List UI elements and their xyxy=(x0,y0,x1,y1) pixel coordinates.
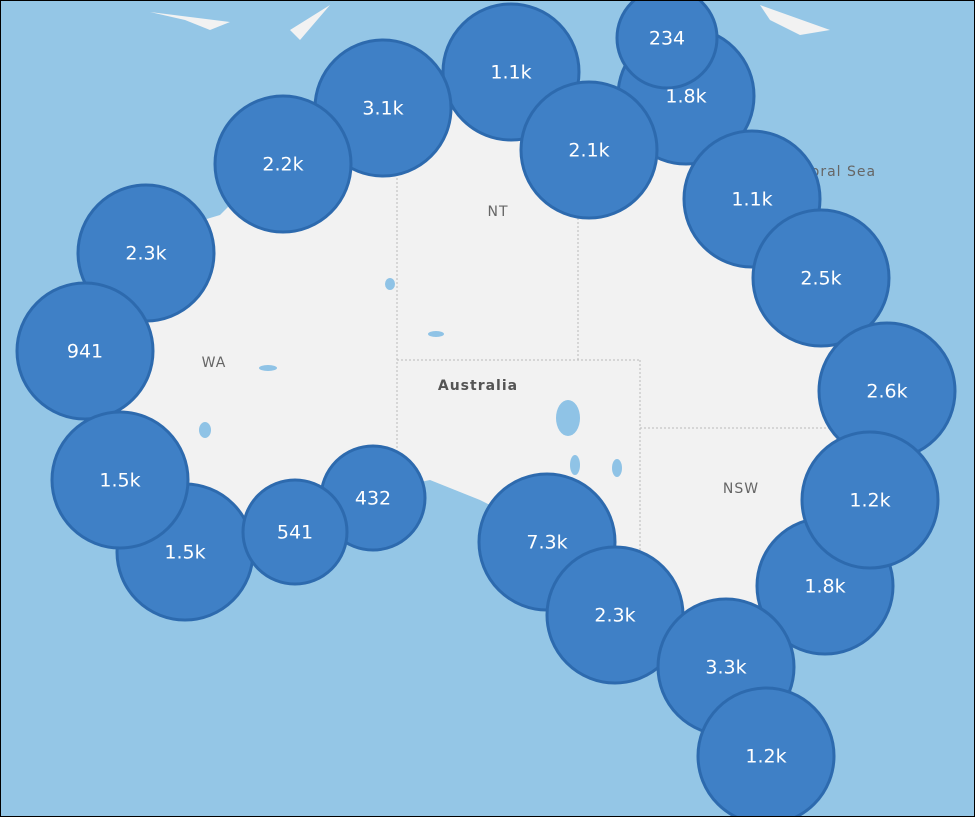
bubble-label: 3.3k xyxy=(705,657,746,679)
bubble-circle xyxy=(696,686,836,817)
bubble-label: 1.8k xyxy=(665,86,706,108)
bubble-label: 432 xyxy=(355,488,391,510)
bubble-label: 2.3k xyxy=(594,605,635,627)
state-label: WA xyxy=(202,355,227,371)
bubble-label: 7.3k xyxy=(526,532,567,554)
bubble: 1.2k xyxy=(800,430,940,570)
bubble-label: 2.2k xyxy=(262,154,303,176)
bubble-label: 1.5k xyxy=(164,542,205,564)
bubble: 2.6k xyxy=(817,321,957,461)
bubble-circle xyxy=(519,80,659,220)
bubble-circle xyxy=(751,208,891,348)
bubble-label: 941 xyxy=(67,341,103,363)
country-label: Australia xyxy=(438,378,518,394)
bubble-label: 541 xyxy=(277,522,313,544)
bubble-circle xyxy=(800,430,940,570)
bubble: 234 xyxy=(615,0,719,90)
bubble-circle xyxy=(213,94,353,234)
bubble: 2.2k xyxy=(213,94,353,234)
state-label: NT xyxy=(487,204,508,220)
state-label: NSW xyxy=(723,481,759,497)
bubble: 2.5k xyxy=(751,208,891,348)
bubble-label: 1.2k xyxy=(849,490,890,512)
bubble: 2.1k xyxy=(519,80,659,220)
lakes xyxy=(199,278,622,477)
bubble-circle xyxy=(50,410,190,550)
bubble-label: 2.5k xyxy=(800,268,841,290)
bubble-circle xyxy=(15,281,155,421)
bubble-label: 2.6k xyxy=(866,381,907,403)
bubble-label: 1.8k xyxy=(804,576,845,598)
bubble: 1.2k xyxy=(696,686,836,817)
state-borders xyxy=(396,150,830,550)
bubble-label: 3.1k xyxy=(362,98,403,120)
bubble: 541 xyxy=(241,478,349,586)
bubble-label: 234 xyxy=(649,28,685,50)
bubble-label: 1.2k xyxy=(745,746,786,768)
sea-label: Coral Sea xyxy=(800,164,876,180)
bubble-label: 2.1k xyxy=(568,140,609,162)
bubble: 941 xyxy=(15,281,155,421)
islands xyxy=(150,5,830,40)
bubble: 1.5k xyxy=(50,410,190,550)
bubble-label: 1.1k xyxy=(490,62,531,84)
bubble: 2.3k xyxy=(545,545,685,685)
bubble-label: 2.3k xyxy=(125,243,166,265)
bubble-circle xyxy=(615,0,719,90)
bubble-label: 1.1k xyxy=(731,189,772,211)
bubble-circle xyxy=(241,478,349,586)
bubble-label: 1.5k xyxy=(99,470,140,492)
